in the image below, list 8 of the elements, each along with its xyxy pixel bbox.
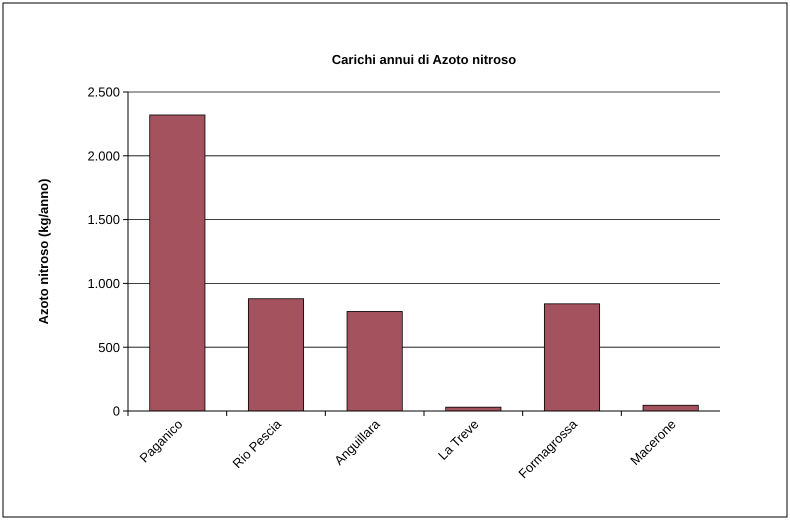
y-tick-label: 1.000 bbox=[87, 276, 120, 291]
chart-title: Carichi annui di Azoto nitroso bbox=[332, 52, 516, 67]
y-tick-label: 0 bbox=[112, 404, 120, 419]
y-tick-label: 1.500 bbox=[87, 212, 120, 228]
y-tick-label: 500 bbox=[98, 340, 120, 355]
y-axis-title: Azoto nitroso (kg/anno) bbox=[36, 178, 51, 324]
y-tick-label: 2.500 bbox=[87, 84, 120, 100]
y-tick-label: 2.000 bbox=[87, 148, 120, 164]
